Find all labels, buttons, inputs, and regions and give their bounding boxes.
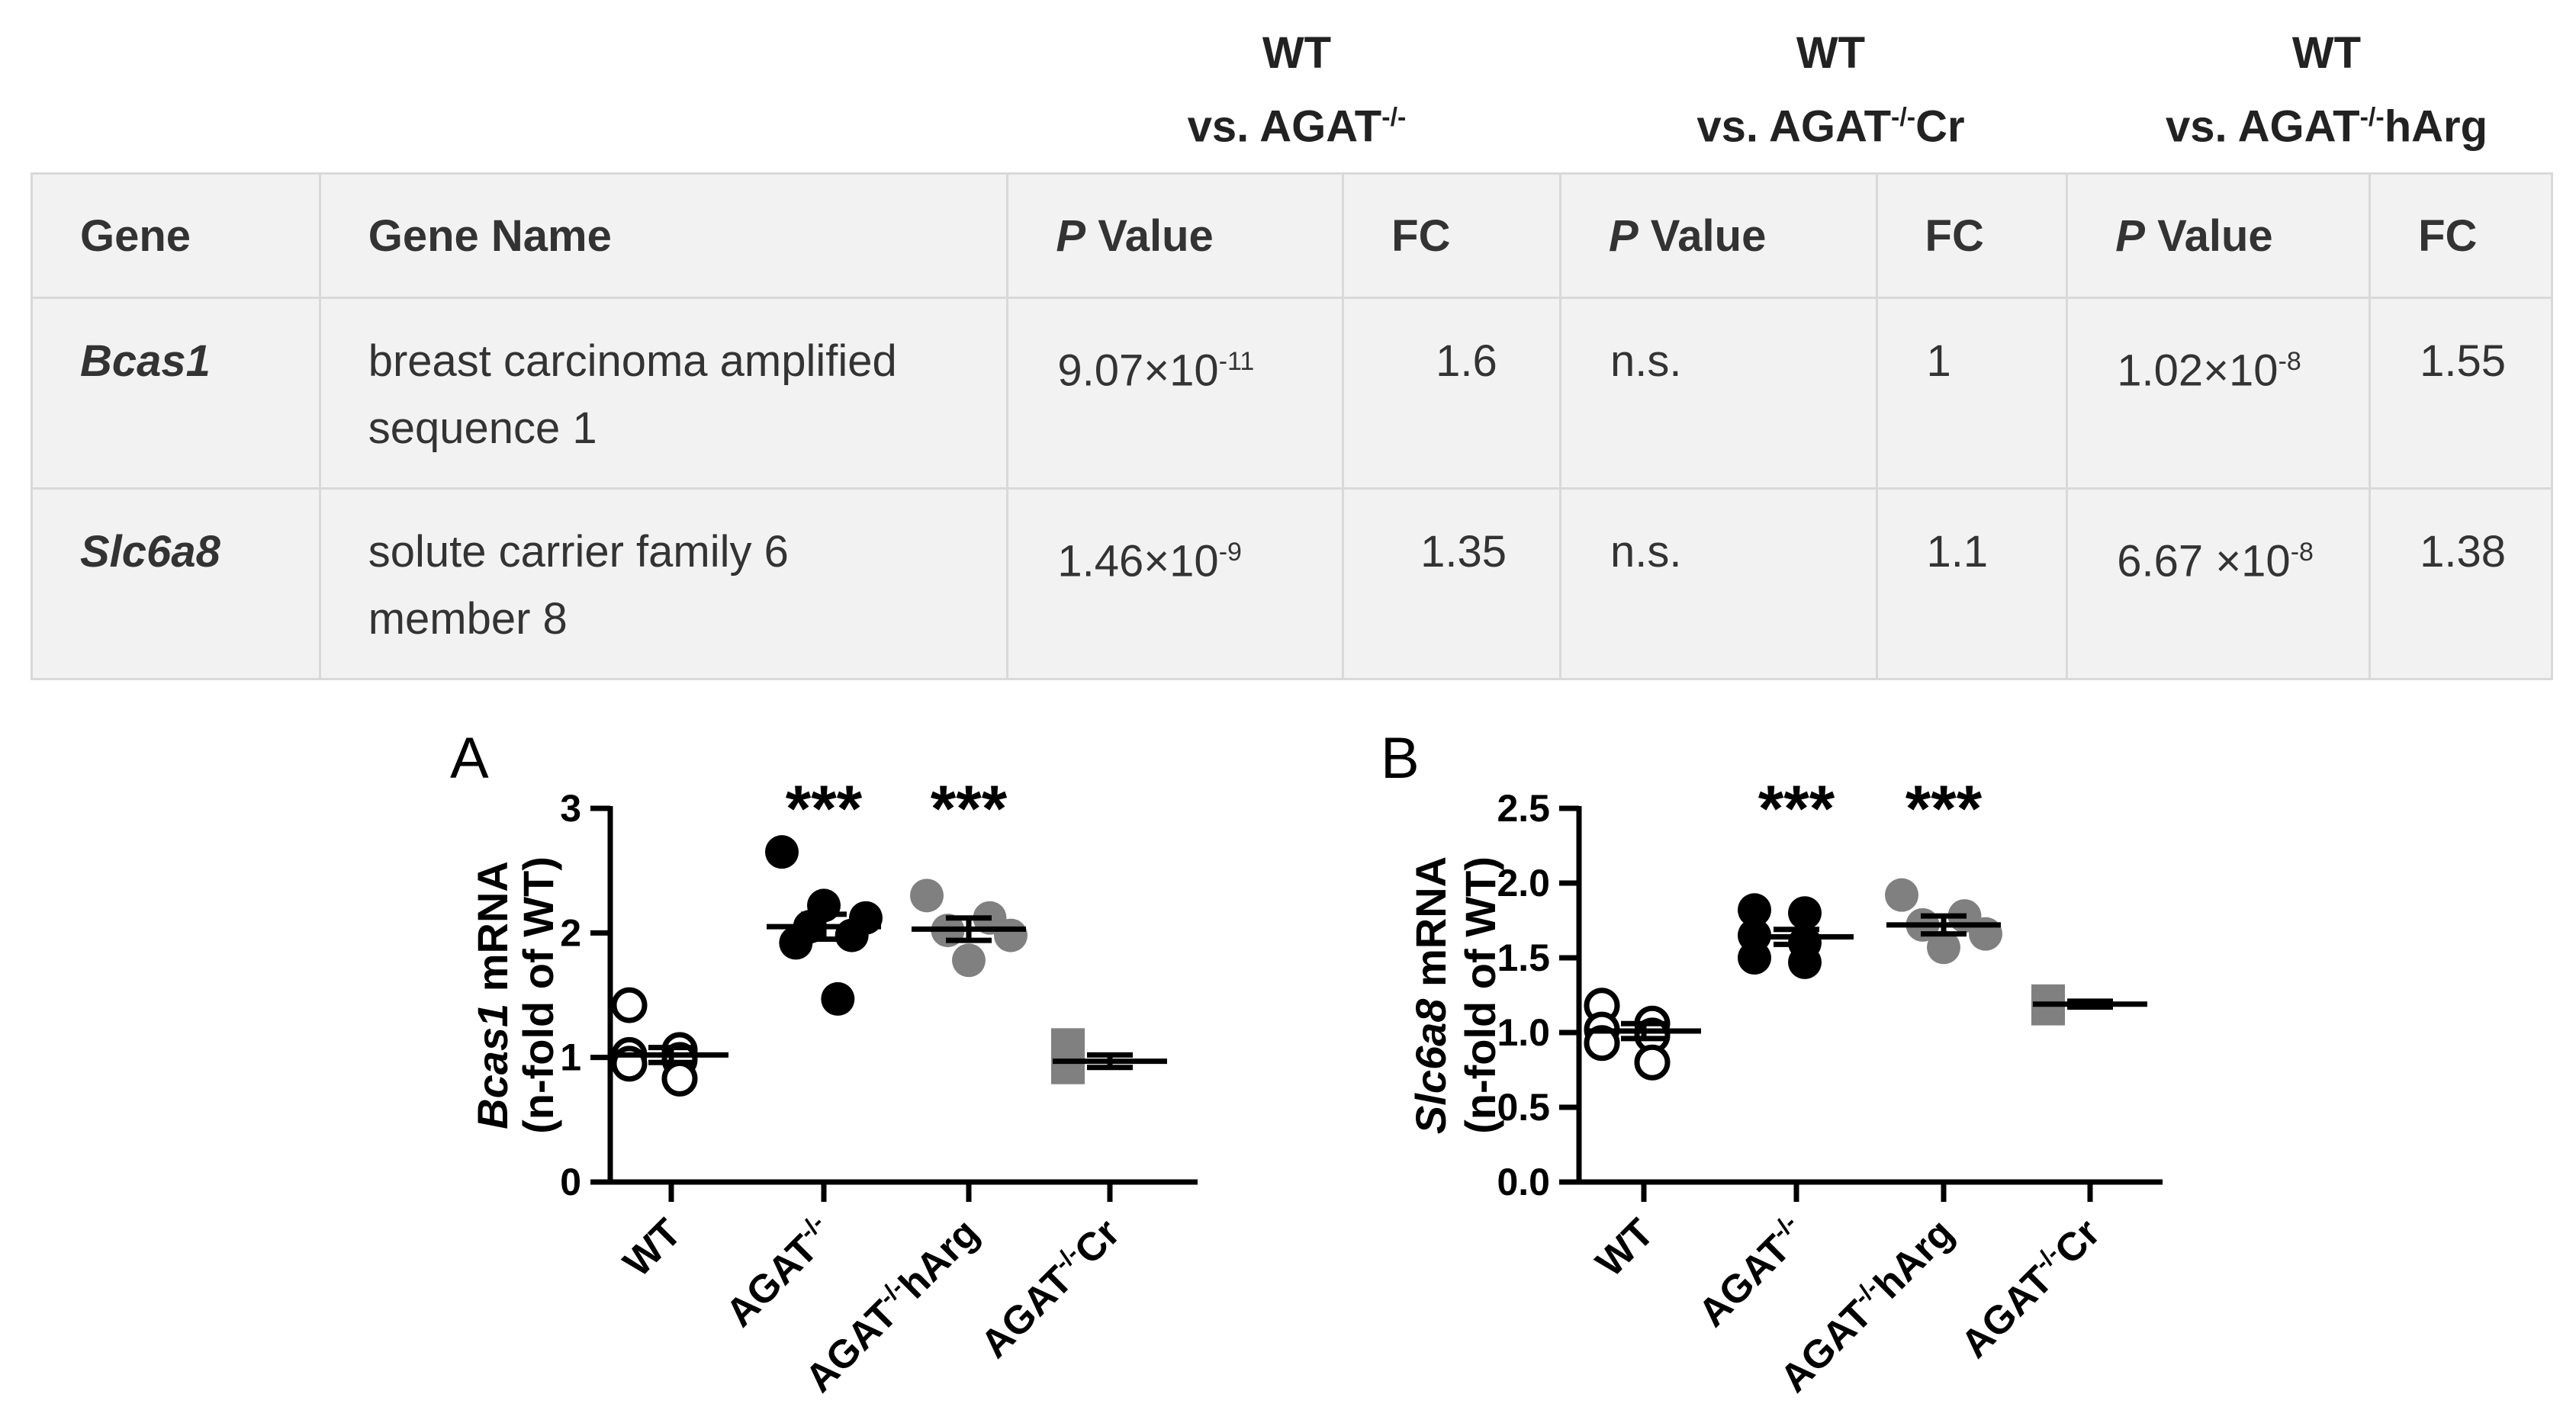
fold-change: 1.1 [1875, 487, 2069, 680]
group-header-line1: WT [1796, 28, 1866, 78]
x-tick-label: AGAT-/-hArg [1770, 1209, 1963, 1401]
data-point [1738, 893, 1771, 927]
header-p-value: P Value [1558, 172, 1878, 299]
gene-symbol: Slc6a8 [31, 487, 321, 680]
header-gene-name: Gene Name [318, 172, 1009, 299]
p-value: n.s. [1558, 297, 1878, 490]
data-point [1788, 945, 1822, 979]
significance-stars: *** [1905, 773, 1983, 846]
gene-symbol: Bcas1 [31, 297, 321, 490]
data-point [821, 981, 855, 1016]
group-header-line1: WT [2291, 28, 2362, 78]
group-header-agat-cr: WT vs. AGAT-/-Cr [1648, 21, 2014, 159]
data-point [2031, 991, 2065, 1026]
y-tick-label: 1 [560, 1036, 581, 1079]
x-tick-label: AGAT-/- [1689, 1209, 1815, 1335]
data-point [910, 879, 944, 913]
header-p-value: P Value [2066, 172, 2372, 299]
significance-stars: *** [1758, 773, 1835, 846]
gene-table: Gene Gene Name P Value FC P Value FC P V… [31, 172, 2553, 680]
x-tick-label: WT [1587, 1210, 1662, 1285]
chart-panel-b: B 0.0 0.5 1.0 1.5 2.0 2.5 Slc6a8 mRNA (n-fold of… [1381, 726, 2163, 1401]
y-tick-label: 0.5 [1497, 1086, 1550, 1129]
y-axis-label: Bcas1 mRNA [468, 861, 516, 1129]
fold-change: 1.6 [1342, 297, 1561, 490]
y-tick-label: 2.5 [1497, 787, 1550, 830]
panel-label: A [450, 726, 489, 791]
gene-name: solute carrier family 6 member 8 [318, 487, 1009, 680]
y-tick-label: 2 [560, 911, 581, 954]
group-header-agat-harg: WT vs. AGAT-/-hArg [2121, 21, 2533, 159]
fold-change: 1.55 [2369, 297, 2553, 490]
table-row: Slc6a8 solute carrier family 6 member 8 1… [31, 487, 2553, 680]
data-point [1788, 896, 1822, 930]
group-header-line1: WT [1262, 28, 1332, 78]
chart-panel-a: A 0 1 2 3 Bcas1 mRNA(n-fold of WT) WT AGAT-/- **… [450, 726, 1198, 1401]
table-header-row: Gene Gene Name P Value FC P Value FC P V… [31, 172, 2553, 299]
data-point [1584, 1025, 1620, 1062]
x-tick-label: AGAT-/-hArg [796, 1209, 988, 1401]
header-gene: Gene [31, 172, 321, 299]
data-point [661, 1060, 698, 1097]
data-point [1969, 917, 2002, 951]
data-point [1051, 1050, 1085, 1084]
group-header-agat: WT vs. AGAT-/- [1137, 21, 1457, 159]
y-tick-label: 0 [560, 1161, 581, 1203]
p-value: 9.07×10-11 [1006, 297, 1345, 490]
data-point [779, 926, 813, 960]
data-point [835, 918, 869, 952]
x-tick-label: AGAT-/-Cr [1951, 1209, 2109, 1367]
data-point [1927, 930, 1960, 965]
p-value: 1.46×10-9 [1006, 487, 1345, 680]
y-axis-label: Slc6a8 mRNA [1407, 856, 1455, 1134]
header-p-value: P Value [1006, 172, 1345, 299]
y-tick-label: 1.5 [1497, 936, 1550, 979]
group-header-line2: vs. AGAT-/-Cr [1696, 101, 1965, 152]
data-point [1634, 1044, 1671, 1081]
header-fc: FC [1342, 172, 1561, 299]
y-tick-label: 1.0 [1497, 1011, 1550, 1054]
fold-change: 1 [1875, 297, 2069, 490]
table-row: Bcas1 breast carcinoma amplified sequence… [31, 297, 2553, 490]
gene-name: breast carcinoma amplified sequence 1 [318, 297, 1009, 490]
data-point [611, 987, 648, 1023]
p-value: 6.67 ×10-8 [2066, 487, 2372, 680]
x-tick-label: WT [615, 1210, 690, 1285]
header-fc: FC [1875, 172, 2069, 299]
data-point [1885, 878, 1918, 912]
data-point [952, 943, 986, 978]
data-point [765, 835, 799, 869]
header-fc: FC [2369, 172, 2553, 299]
fold-change: 1.35 [1342, 487, 1561, 680]
y-axis-label-2: (n-fold of WT) [514, 856, 562, 1134]
fold-change: 1.38 [2369, 487, 2553, 680]
y-tick-label: 0.0 [1497, 1161, 1550, 1203]
p-value: 1.02×10-8 [2066, 297, 2372, 490]
y-axis-label-2: (n-fold of WT) [1456, 856, 1504, 1134]
y-tick-label: 3 [560, 787, 581, 830]
y-tick-label: 2.0 [1497, 862, 1550, 904]
data-point [1738, 941, 1771, 975]
x-tick-label: AGAT-/- [716, 1209, 843, 1335]
group-header-line2: vs. AGAT-/- [1187, 101, 1407, 152]
significance-stars: *** [931, 773, 1008, 846]
significance-stars: *** [786, 773, 863, 846]
x-tick-label: AGAT-/-Cr [971, 1209, 1129, 1367]
group-header-line2: vs. AGAT-/-hArg [2165, 101, 2488, 152]
panel-label: B [1381, 726, 1420, 791]
data-point [994, 918, 1028, 952]
p-value: n.s. [1558, 487, 1878, 680]
